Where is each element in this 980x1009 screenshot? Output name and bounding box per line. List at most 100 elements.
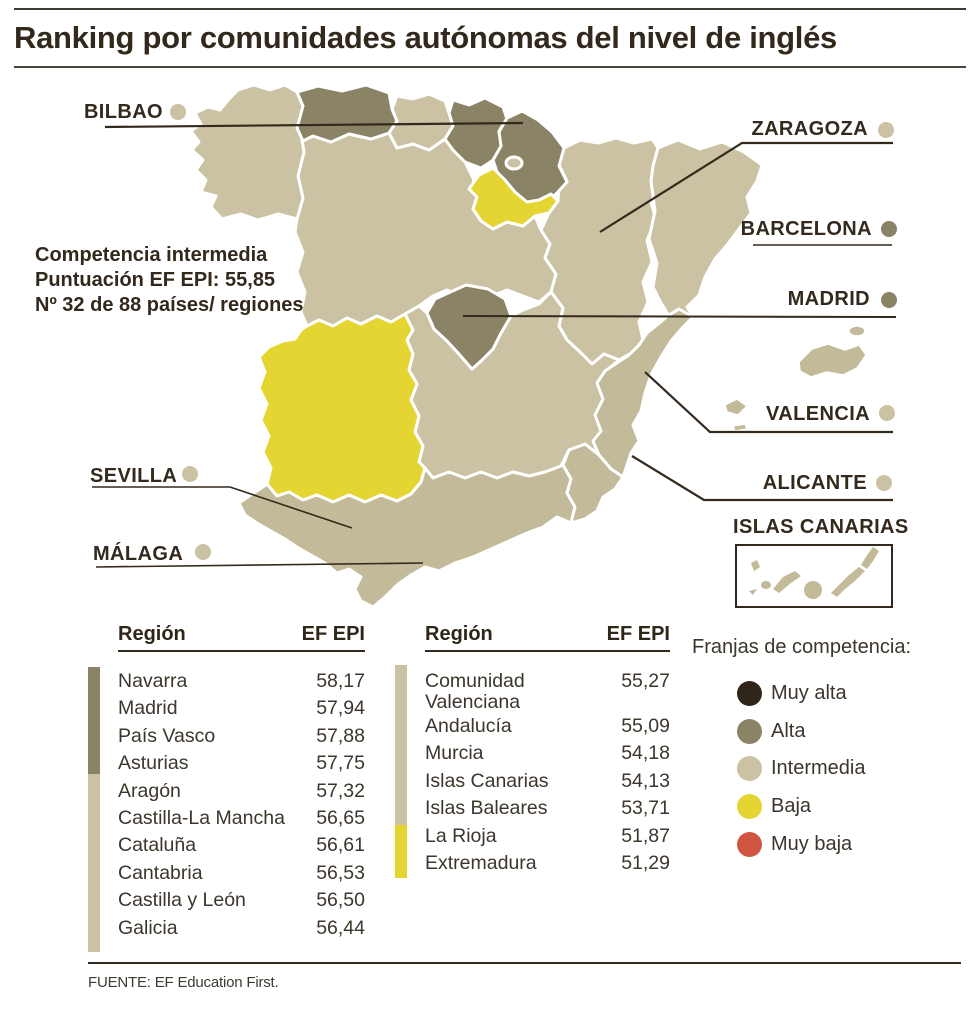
city-label-bilbao: BILBAO	[83, 101, 163, 123]
region-comunidad-valenciana	[591, 307, 695, 479]
zaragoza-leader-line	[599, 141, 893, 233]
island-gran-canaria	[804, 581, 822, 599]
sevilla-dot	[182, 466, 198, 482]
legend-swatch-icon	[737, 794, 762, 820]
table-row: País Vasco 57,88	[88, 723, 365, 750]
malaga-dot	[195, 544, 211, 560]
madrid-leader-line	[462, 315, 897, 318]
legend-item: Alta	[737, 713, 962, 751]
column-header-score: EF EPI	[606, 623, 670, 645]
island-la-palma	[751, 560, 760, 571]
region-name: Navarra	[118, 670, 188, 692]
sevilla-leader-line	[92, 486, 353, 529]
region-name: Madrid	[118, 697, 178, 720]
table-row: Andalucía 55,09	[395, 713, 670, 740]
overall-score-block: Competencia intermedia Puntuación EF EPI…	[35, 243, 304, 318]
legend-swatch-icon	[737, 831, 762, 857]
table-row: Castilla y León 56,50	[88, 887, 365, 914]
island-mallorca	[798, 343, 867, 378]
region-name: País Vasco	[118, 724, 216, 747]
legend-title: Franjas de competencia:	[692, 636, 912, 658]
table-row: Castilla-La Mancha 56,65	[88, 805, 365, 832]
legend-label: Baja	[771, 795, 812, 818]
legend-label: Intermedia	[771, 757, 866, 780]
region-name: La Rioja	[425, 824, 497, 847]
region-name: Castilla-La Mancha	[118, 806, 285, 829]
region-score: 55,27	[621, 670, 670, 692]
table-rows: Navarra 58,17 Madrid 57,94 País Vasco 57…	[88, 668, 365, 942]
table-row: La Rioja 51,87	[395, 823, 670, 850]
source-credit: FUENTE: EF Education First.	[88, 974, 279, 991]
legend-swatch-icon	[737, 718, 762, 744]
table-row: Islas Baleares 53,71	[395, 795, 670, 822]
top-rule	[14, 8, 966, 10]
region-madrid	[425, 283, 513, 371]
region-score: 56,65	[316, 806, 365, 829]
legend-label: Alta	[771, 719, 806, 742]
region-name: Comunidad Valenciana	[425, 670, 525, 713]
region-name: Islas Canarias	[425, 769, 549, 792]
region-score: 51,29	[621, 851, 670, 874]
region-la-rioja	[467, 166, 560, 231]
region-name: Extremadura	[425, 851, 537, 874]
region-score: 51,87	[621, 824, 670, 847]
table-row: Comunidad Valenciana 55,27	[395, 668, 670, 713]
region-galicia	[189, 83, 306, 222]
island-ibiza	[724, 398, 748, 416]
city-label-valencia: VALENCIA	[766, 403, 870, 425]
region-name: Cataluña	[118, 834, 197, 857]
overall-rank: Nº 32 de 88 países/ regiones	[35, 294, 304, 316]
table-row: Cataluña 56,61	[88, 832, 365, 859]
table-header: Región EF EPI	[88, 622, 365, 646]
table-row: Murcia 54,18	[395, 740, 670, 767]
ranking-table-2: Región EF EPI Comunidad Valenciana 55,27…	[395, 622, 670, 878]
region-score: 53,71	[621, 797, 670, 820]
table-row: Cantabria 56,53	[88, 860, 365, 887]
legend-item: Muy alta	[737, 675, 962, 713]
legend-swatch-icon	[737, 681, 762, 707]
band-bar-table-1	[88, 667, 100, 952]
footer-rule	[88, 962, 961, 964]
island-formentera	[732, 423, 748, 432]
malaga-leader-line	[95, 562, 424, 568]
region-cantabria	[387, 92, 455, 152]
overall-band: Competencia intermedia	[35, 244, 268, 266]
band-bar-table-2	[395, 665, 407, 878]
region-score: 56,50	[316, 889, 365, 912]
region-andalucia	[237, 448, 577, 609]
column-header-region: Región	[118, 623, 186, 645]
city-label-barcelona: BARCELONA	[740, 218, 872, 240]
table-row: Navarra 58,17	[88, 668, 365, 695]
band-bar-intermedia	[88, 774, 100, 952]
region-score: 58,17	[316, 670, 365, 692]
trevino-enclave	[504, 155, 524, 171]
canary-islands	[749, 547, 879, 599]
region-name: Islas Baleares	[425, 797, 548, 820]
table-row: Islas Canarias 54,13	[395, 768, 670, 795]
legend-label: Muy alta	[771, 682, 847, 705]
table-row: Asturias 57,75	[88, 750, 365, 777]
band-bar-baja	[395, 825, 407, 878]
region-score: 55,09	[621, 715, 670, 737]
bilbao-leader-line	[104, 121, 524, 129]
region-name: Castilla y León	[118, 889, 246, 912]
madrid-dot	[881, 292, 897, 308]
region-name: Andalucía	[425, 715, 512, 737]
region-score: 56,61	[316, 834, 365, 857]
table-row: Madrid 57,94	[88, 695, 365, 722]
table-header-rule	[425, 650, 670, 652]
region-cataluna	[647, 138, 764, 329]
column-header-region: Región	[425, 623, 493, 645]
island-fuerteventura	[831, 567, 865, 597]
region-score: 56,53	[316, 861, 365, 884]
region-score: 54,18	[621, 742, 670, 765]
legend-swatch-icon	[737, 756, 762, 782]
legend-label: Muy baja	[771, 832, 853, 855]
region-score: 56,44	[316, 916, 365, 939]
page-title: Ranking por comunidades autónomas del ni…	[14, 20, 837, 55]
table-rows: Comunidad Valenciana 55,27 Andalucía 55,…	[395, 668, 670, 877]
region-score: 57,94	[316, 697, 365, 720]
canary-islands-box	[735, 544, 893, 608]
